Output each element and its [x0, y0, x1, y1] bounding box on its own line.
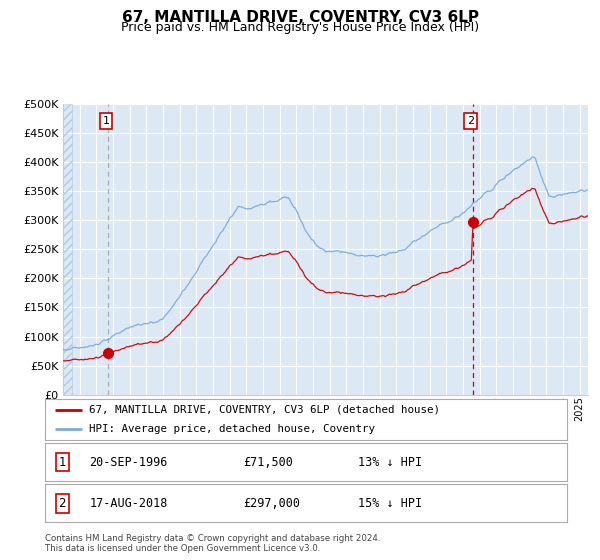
Text: 67, MANTILLA DRIVE, COVENTRY, CV3 6LP: 67, MANTILLA DRIVE, COVENTRY, CV3 6LP [121, 10, 479, 25]
Text: 1: 1 [58, 455, 66, 469]
Text: 17-AUG-2018: 17-AUG-2018 [89, 497, 168, 510]
Text: 2: 2 [58, 497, 66, 510]
Text: Price paid vs. HM Land Registry's House Price Index (HPI): Price paid vs. HM Land Registry's House … [121, 21, 479, 34]
Text: 2: 2 [467, 116, 475, 126]
Text: HPI: Average price, detached house, Coventry: HPI: Average price, detached house, Cove… [89, 424, 376, 435]
Text: Contains HM Land Registry data © Crown copyright and database right 2024.
This d: Contains HM Land Registry data © Crown c… [45, 534, 380, 553]
Text: 1: 1 [103, 116, 109, 126]
Text: 67, MANTILLA DRIVE, COVENTRY, CV3 6LP (detached house): 67, MANTILLA DRIVE, COVENTRY, CV3 6LP (d… [89, 405, 440, 415]
Text: 15% ↓ HPI: 15% ↓ HPI [358, 497, 422, 510]
Text: 20-SEP-1996: 20-SEP-1996 [89, 455, 168, 469]
Text: £71,500: £71,500 [244, 455, 293, 469]
Text: 13% ↓ HPI: 13% ↓ HPI [358, 455, 422, 469]
Text: £297,000: £297,000 [244, 497, 301, 510]
